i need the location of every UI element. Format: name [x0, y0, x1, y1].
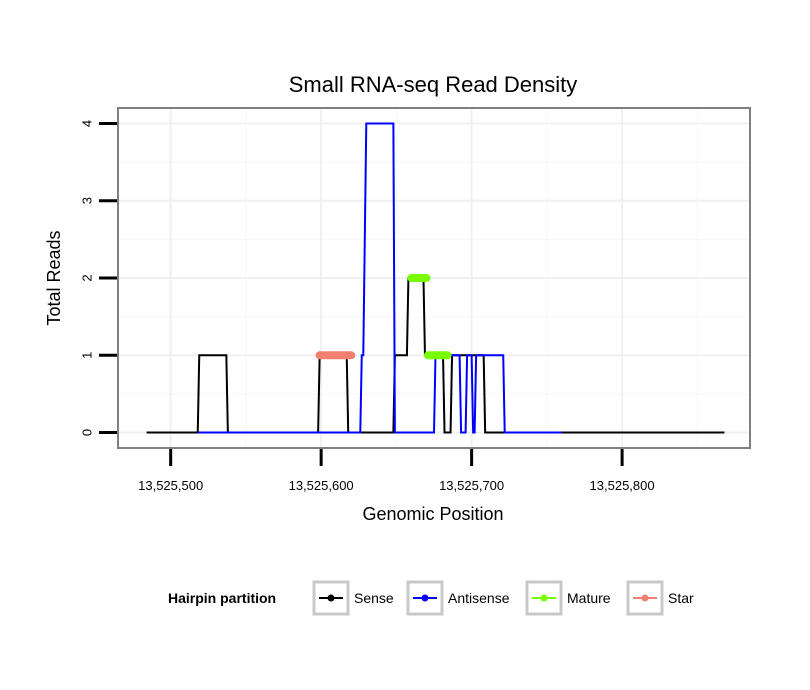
x-tick-label: 13,525,500: [138, 478, 203, 493]
legend-key-dot: [641, 594, 649, 602]
legend-item-star: Star: [626, 580, 694, 616]
series-line-sense: [146, 277, 725, 434]
x-tick-label: 13,525,700: [439, 478, 504, 493]
x-tick-label: 13,525,800: [590, 478, 655, 493]
series-line-mature: [407, 274, 452, 360]
series-layer: [146, 122, 725, 434]
legend-item-antisense: Antisense: [406, 580, 510, 616]
legend-key-dot: [327, 594, 335, 602]
chart-title: Small RNA-seq Read Density: [289, 72, 578, 97]
legend-label: Sense: [354, 590, 394, 606]
y-axis-title: Total Reads: [44, 230, 64, 325]
y-tick-label: 4: [79, 120, 94, 127]
y-tick-label: 1: [79, 352, 94, 359]
y-tick-label: 0: [79, 429, 94, 436]
legend-key-dot: [540, 594, 548, 602]
legend-item-sense: Sense: [312, 580, 394, 616]
legend-item-mature: Mature: [525, 580, 611, 616]
legend-label: Mature: [567, 590, 611, 606]
y-tick-label: 2: [79, 274, 94, 281]
x-tick-label: 13,525,600: [289, 478, 354, 493]
legend-key-dot: [421, 594, 429, 602]
legend-label: Antisense: [448, 590, 510, 606]
legend: Hairpin partition Sense Antisense Mature Sta…: [168, 580, 694, 616]
x-axis-title: Genomic Position: [362, 504, 503, 524]
plot-border: [117, 107, 751, 449]
legend-label: Star: [668, 590, 694, 606]
legend-title: Hairpin partition: [168, 590, 276, 606]
y-tick-label: 3: [79, 197, 94, 204]
y-axis: 0 1 2 3 4: [79, 120, 117, 436]
x-axis: 13,525,500 13,525,600 13,525,700 13,525,800: [138, 449, 655, 493]
series-line-antisense: [197, 122, 562, 434]
